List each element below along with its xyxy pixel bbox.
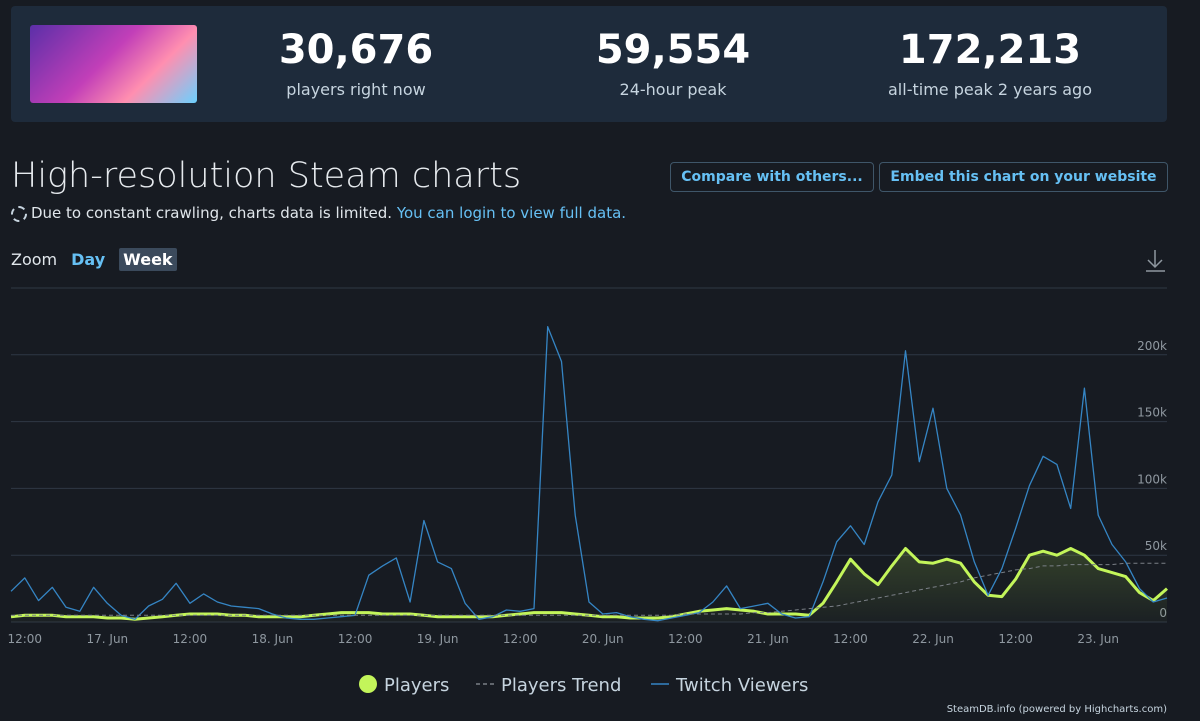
section-title: High-resolution Steam charts xyxy=(11,156,522,196)
stat-label: all-time peak 2 years ago xyxy=(888,80,1092,99)
credit: SteamDB.info (powered by Highcharts.com) xyxy=(947,704,1167,715)
legend-item[interactable]: Players Trend xyxy=(476,675,621,696)
stat-value: 30,676 xyxy=(278,27,434,73)
x-tick-label: 12:00 xyxy=(668,632,703,646)
y-tick-label: 150k xyxy=(1137,406,1167,420)
stat-value: 172,213 xyxy=(898,27,1082,73)
legend-label: Players xyxy=(384,675,449,696)
stat-value: 59,554 xyxy=(595,27,751,73)
legend-item[interactable]: Twitch Viewers xyxy=(651,675,808,696)
y-tick-label: 50k xyxy=(1145,539,1167,553)
zoom-option[interactable]: Week xyxy=(119,248,177,271)
x-tick-label: 12:00 xyxy=(998,632,1033,646)
notice: Due to constant crawling, charts data is… xyxy=(11,204,626,222)
series-line xyxy=(10,326,1168,622)
stats-card: 30,676 players right now 59,554 24-hour … xyxy=(11,6,1167,122)
stat: 59,554 24-hour peak xyxy=(513,20,833,100)
x-tick-label: 12:00 xyxy=(173,632,208,646)
series-line xyxy=(11,562,1167,616)
y-tick-label: 200k xyxy=(1137,339,1167,353)
x-tick-label: 22. Jun xyxy=(912,632,954,646)
notice-text: Due to constant crawling, charts data is… xyxy=(31,204,393,222)
x-tick-label: 17. Jun xyxy=(87,632,129,646)
compare-button[interactable]: Compare with others... xyxy=(670,162,874,192)
y-tick-label: 100k xyxy=(1137,472,1167,486)
notice-icon xyxy=(11,206,27,222)
legend-label: Players Trend xyxy=(501,675,621,696)
login-link[interactable]: You can login to view full data. xyxy=(396,204,627,222)
game-image[interactable] xyxy=(30,25,197,103)
stat-label: players right now xyxy=(286,80,426,99)
zoom-label: Zoom xyxy=(11,250,58,269)
x-tick-label: 12:00 xyxy=(833,632,868,646)
x-tick-label: 19. Jun xyxy=(417,632,459,646)
stat: 172,213 all-time peak 2 years ago xyxy=(830,20,1150,100)
x-tick-label: 23. Jun xyxy=(1077,632,1119,646)
embed-button[interactable]: Embed this chart on your website xyxy=(879,162,1168,192)
x-tick-label: 21. Jun xyxy=(747,632,789,646)
zoom-bar: Zoom Day Week xyxy=(11,248,177,271)
stat: 30,676 players right now xyxy=(196,20,516,100)
x-tick-label: 12:00 xyxy=(7,632,42,646)
download-icon[interactable] xyxy=(1146,250,1165,272)
players-area xyxy=(11,548,1167,622)
x-tick-label: 20. Jun xyxy=(582,632,624,646)
zoom-option[interactable]: Day xyxy=(71,250,106,269)
x-tick-label: 12:00 xyxy=(338,632,373,646)
stat-label: 24-hour peak xyxy=(619,80,727,99)
x-tick-label: 18. Jun xyxy=(252,632,294,646)
legend-item[interactable]: Players xyxy=(359,675,449,696)
x-tick-label: 12:00 xyxy=(503,632,538,646)
legend-marker xyxy=(359,675,377,693)
legend-label: Twitch Viewers xyxy=(675,675,808,696)
